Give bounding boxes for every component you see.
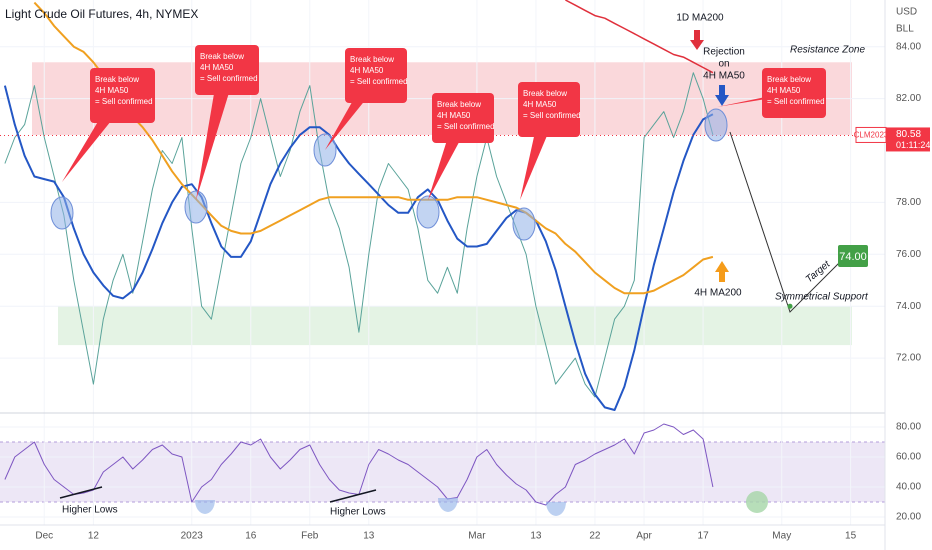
higher-lows-line: [59, 486, 103, 499]
y-tick-label: 78.00: [896, 197, 921, 208]
y-tick-label: 84.00: [896, 41, 921, 52]
touch-circle: [184, 190, 208, 224]
higher-lows-line: [329, 489, 377, 503]
callout-text: Break below: [200, 52, 244, 61]
y-tick-label: 82.00: [896, 93, 921, 104]
x-tick-label: 16: [245, 531, 257, 542]
symbol: CLM2023: [854, 131, 889, 140]
price-box: [886, 127, 930, 152]
callout-text: 4H MA50: [350, 66, 384, 75]
x-tick-label: 13: [530, 531, 542, 542]
unit: BLL: [896, 24, 914, 35]
zone-label: Resistance Zone: [790, 45, 865, 56]
callout-text: = Sell confirmed: [200, 74, 258, 83]
y-tick-label: 74.00: [896, 301, 921, 312]
target-box: [838, 245, 868, 267]
x-tick-label: 12: [88, 531, 100, 542]
callout-box: [90, 68, 155, 123]
callout-text: 4H MA50: [200, 63, 234, 72]
rsi-low-marker: [546, 502, 566, 516]
x-tick-label: Dec: [35, 531, 53, 542]
callout-text: = Sell confirmed: [767, 97, 825, 106]
chart-title: Light Crude Oil Futures, 4h, NYMEX: [5, 7, 198, 21]
series-line: [565, 0, 714, 74]
zone-label: Symmetrical Support: [775, 292, 869, 303]
callout-text: Break below: [95, 75, 139, 84]
series-line: [33, 1, 714, 295]
target-path: [729, 131, 841, 313]
ma200-1d-label: 1D MA200: [676, 13, 724, 24]
target-value: 74.00: [839, 251, 867, 263]
touch-circle: [704, 108, 728, 142]
x-tick-label: Feb: [301, 531, 319, 542]
x-tick-label: Mar: [468, 531, 486, 542]
x-tick-label: 13: [363, 531, 375, 542]
touch-circle: [512, 207, 536, 241]
callout-text: = Sell confirmed: [523, 111, 581, 120]
ma200-4h-label: 4H MA200: [694, 288, 742, 299]
spacer: [0, 0, 1, 1]
series-line: [3, 85, 714, 411]
rsi-band: [0, 442, 885, 502]
higher-lows-label: Higher Lows: [62, 505, 118, 516]
rsi-low-marker: [195, 500, 215, 514]
x-tick-label: 17: [698, 531, 710, 542]
callout-text: 4H MA50: [437, 111, 471, 120]
callout-text: 4H MA50: [523, 100, 557, 109]
touch-circle: [50, 196, 74, 230]
y2-tick-label: 60.00: [896, 452, 921, 463]
y-tick-label: 72.00: [896, 353, 921, 364]
countdown: 01:11:24: [896, 140, 930, 150]
target-dot: [787, 303, 793, 309]
x-tick-label: Apr: [636, 531, 652, 542]
callout-box: [518, 82, 580, 137]
arrow-down: [715, 85, 729, 106]
zone: [58, 306, 852, 346]
x-tick-label: 15: [845, 531, 857, 542]
callout-text: = Sell confirmed: [350, 77, 408, 86]
callout-pointer: [196, 70, 236, 200]
callout-box: [195, 45, 259, 95]
callout-text: 4H MA50: [95, 86, 129, 95]
x-tick-label: May: [772, 531, 791, 542]
callout-text: Break below: [437, 100, 481, 109]
target-label: Target: [804, 258, 833, 285]
arrow-down: [690, 30, 704, 50]
y-tick-label: 76.00: [896, 249, 921, 260]
last-price: 80.58: [896, 129, 921, 140]
rejection-label: 4H MA50: [703, 71, 745, 82]
callout-text: Break below: [350, 55, 394, 64]
x-tick-label: 22: [589, 531, 601, 542]
higher-lows-label: Higher Lows: [330, 507, 386, 518]
rejection-label: on: [718, 59, 729, 70]
touch-circle: [416, 195, 440, 229]
callout-text: = Sell confirmed: [95, 97, 153, 106]
y2-tick-label: 20.00: [896, 512, 921, 523]
rejection-label: Rejection: [703, 47, 745, 58]
callout-box: [432, 93, 494, 143]
callout-box: [762, 68, 826, 118]
arrow-up: [715, 261, 729, 282]
callout-text: = Sell confirmed: [437, 122, 495, 131]
rsi-target-marker: [746, 491, 768, 513]
callout-text: 4H MA50: [767, 86, 801, 95]
rsi-low-marker: [438, 498, 458, 512]
callout-text: Break below: [767, 75, 811, 84]
x-tick-label: 2023: [181, 531, 204, 542]
y2-tick-label: 40.00: [896, 482, 921, 493]
callout-box: [345, 48, 407, 103]
currency: USD: [896, 7, 917, 18]
callout-text: Break below: [523, 89, 567, 98]
y2-tick-label: 80.00: [896, 422, 921, 433]
series-line: [4, 72, 714, 398]
